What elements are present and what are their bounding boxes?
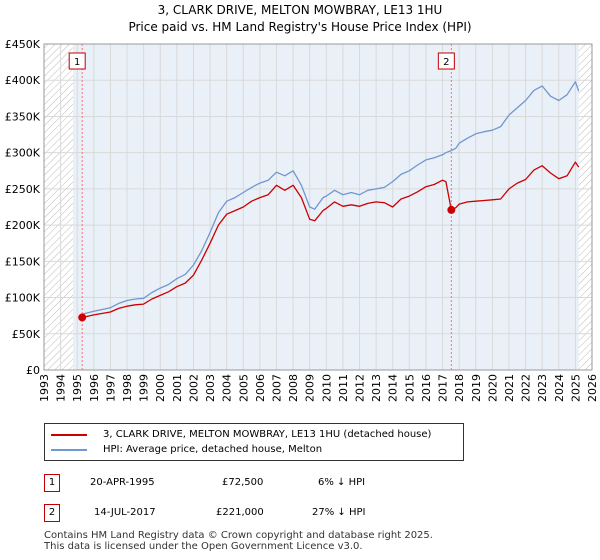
legend-swatch-red [51,434,87,436]
table-row: 1 20-APR-1995 £72,500 6% ↓ HPI [0,474,600,494]
x-tick-label: 2012 [354,374,367,402]
x-tick-label: 2007 [270,374,283,402]
x-tick-label: 1993 [38,374,51,402]
legend-label-price-paid: 3, CLARK DRIVE, MELTON MOWBRAY, LE13 1HU… [103,429,432,440]
x-tick-label: 2011 [337,374,350,402]
x-tick-label: 1998 [121,374,134,402]
x-tick-label: 2002 [187,374,200,402]
x-tick-label: 2003 [204,374,217,402]
x-tick-label: 2004 [221,374,234,402]
x-tick-label: 2024 [553,374,566,402]
x-tick-label: 2001 [171,374,184,402]
legend-label-hpi: HPI: Average price, detached house, Melt… [103,444,323,455]
sale-badge-label-1: 1 [74,57,80,68]
footer-licence: This data is licensed under the Open Gov… [44,541,363,552]
y-tick-label: £450K [5,38,41,51]
chart-subtitle: Price paid vs. HM Land Registry's House … [128,20,472,34]
x-tick-label: 2016 [420,374,433,402]
y-tick-label: £0 [26,364,40,377]
x-tick-label: 2015 [403,374,416,402]
plot-area [44,44,592,370]
transaction-price: £72,500 [222,477,264,488]
y-tick-label: £350K [5,110,41,123]
y-tick-label: £400K [5,74,41,87]
x-tick-label: 2006 [254,374,267,402]
x-tick-label: 2025 [569,374,582,402]
x-tick-label: 2014 [387,374,400,402]
x-tick-label: 1994 [55,374,68,402]
transaction-date: 14-JUL-2017 [94,507,156,518]
hpi-series-line [82,81,580,315]
x-tick-label: 2021 [503,374,516,402]
sale-point-1 [78,313,87,322]
x-tick-label: 2010 [320,374,333,402]
x-tick-label: 2017 [437,374,450,402]
y-tick-label: £100K [5,292,41,305]
x-tick-label: 2022 [520,374,533,402]
series [82,81,580,319]
sale-badge-box-1 [68,52,86,70]
legend-item-price-paid: 3, CLARK DRIVE, MELTON MOWBRAY, LE13 1HU… [51,428,451,442]
x-tick-label: 1997 [104,374,117,402]
x-tick-label: 2023 [536,374,549,402]
transaction-badge: 2 [44,504,60,522]
transaction-date: 20-APR-1995 [90,477,155,488]
price-paid-series-line [82,161,580,319]
footer-copyright: Contains HM Land Registry data © Crown c… [44,530,433,541]
price-chart: £0 £50K £100K £150K £200K £250K £300K £350K £400… [5,38,599,402]
plot-frame [43,43,593,371]
hatched-region [44,44,592,370]
x-tick-label: 2005 [237,374,250,402]
x-tick-label: 2020 [486,374,499,402]
transaction-price: £221,000 [216,507,264,518]
y-tick-label: £250K [5,183,41,196]
sale-badge-box-2 [437,52,455,70]
x-tick-label: 2019 [470,374,483,402]
x-tick-label: 2026 [586,374,599,402]
transaction-badge: 1 [44,474,60,492]
sale-badge-label-2: 2 [443,57,449,68]
transaction-hpi-diff: 27% ↓ HPI [312,507,366,518]
x-tick-label: 2008 [287,374,300,402]
x-tick-label: 2018 [453,374,466,402]
axes: £0 £50K £100K £150K £200K £250K £300K £350K £400… [5,38,599,402]
y-tick-label: £200K [5,219,41,232]
x-tick-label: 1996 [88,374,101,402]
table-row: 2 14-JUL-2017 £221,000 27% ↓ HPI [0,504,600,524]
sale-point-2 [447,205,456,214]
chart-title: 3, CLARK DRIVE, MELTON MOWBRAY, LE13 1HU [157,3,443,17]
x-tick-label: 2013 [370,374,383,402]
legend: 3, CLARK DRIVE, MELTON MOWBRAY, LE13 1HU… [44,423,464,461]
y-tick-label: £300K [5,147,41,160]
hatched-region-pre-lines [44,44,74,370]
legend-item-hpi: HPI: Average price, detached house, Melt… [51,443,451,457]
x-tick-label: 1999 [138,374,151,402]
legend-swatch-blue [51,449,87,451]
y-tick-label: £50K [12,328,41,341]
y-tick-label: £150K [5,255,41,268]
x-tick-label: 1995 [71,374,84,402]
x-tick-label: 2009 [304,374,317,402]
transaction-hpi-diff: 6% ↓ HPI [318,477,366,488]
hatched-region-post-lines [578,44,592,370]
x-tick-label: 2000 [154,374,167,402]
